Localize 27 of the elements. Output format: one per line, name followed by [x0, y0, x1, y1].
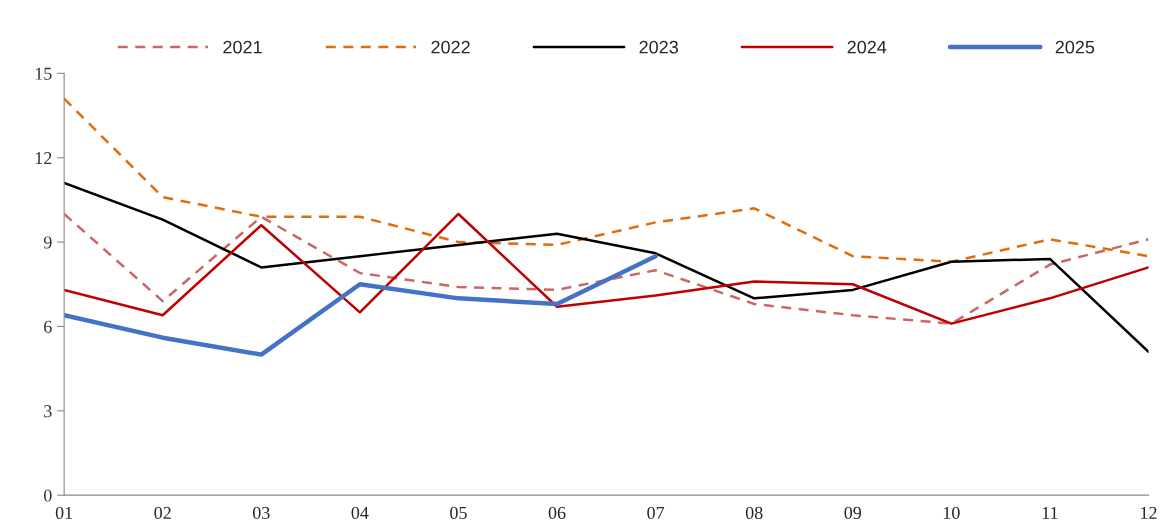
x-tick-label: 11	[1042, 506, 1058, 519]
x-tick-label: 10	[943, 506, 960, 519]
y-tick-label: 9	[43, 236, 52, 249]
legend-label: 2022	[431, 40, 470, 54]
x-tick-label: 02	[154, 506, 171, 519]
legend-label: 2023	[639, 40, 678, 54]
x-tick-label: 12	[1141, 506, 1157, 519]
legend-label: 2025	[1055, 40, 1095, 54]
y-tick-label: 15	[35, 67, 52, 80]
x-tick-label: 08	[745, 506, 763, 519]
line-series	[64, 253, 658, 357]
x-tick-label: 09	[844, 506, 862, 519]
x-tick-label: 01	[55, 506, 73, 519]
x-tick-label: 04	[351, 506, 369, 519]
line-series	[64, 97, 1149, 264]
x-tick-label: 07	[647, 506, 665, 519]
y-tick-label: 3	[44, 405, 52, 418]
x-tick-label: 03	[252, 506, 270, 519]
line-series	[64, 181, 1149, 354]
x-tick-label: 05	[450, 506, 467, 519]
y-tick-label: 6	[44, 320, 52, 333]
y-tick-label: 0	[43, 489, 52, 502]
x-tick-label: 06	[548, 506, 566, 519]
y-tick-label: 12	[35, 152, 52, 164]
legend-label: 2021	[223, 40, 262, 54]
legend-label: 2024	[847, 40, 887, 54]
line-series	[64, 212, 1149, 325]
